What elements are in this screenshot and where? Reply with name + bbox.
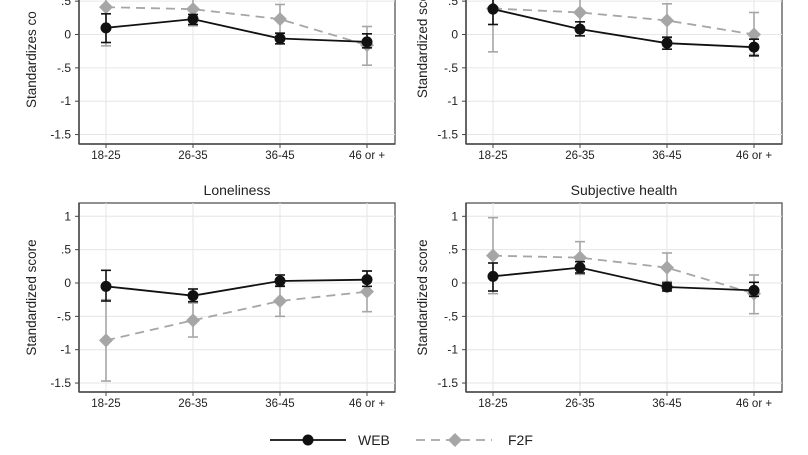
x-tick-label: 26-35 (178, 150, 207, 162)
series-line-f2f (492, 7, 755, 36)
chart-panel-3: 1 .5 0 -.5 -1 -1.5 18-25 26-35 36-45 46 or + Stand… (24, 182, 396, 410)
data-point-f2f (573, 5, 587, 20)
y-tick-label: 0 (451, 276, 458, 290)
data-point-web (187, 13, 199, 25)
plot-frame (465, 202, 783, 393)
y-axis-label: Standardized score (24, 239, 39, 355)
y-tick-label: -1 (60, 94, 71, 108)
series-line-web (105, 18, 368, 43)
y-tick-label: -.5 (444, 61, 458, 75)
data-point-f2f (273, 294, 287, 309)
data-point-web (361, 274, 373, 286)
y-tick-label: 1 (64, 209, 71, 223)
y-tick-label: 0 (451, 28, 458, 42)
x-tick-label: 46 or + (349, 150, 385, 162)
series-line-web (105, 278, 368, 297)
chart-panel-4: 1 .5 0 -.5 -1 -1.5 18-25 26-35 36-45 46 or + Stand… (415, 182, 783, 410)
data-point-web (487, 3, 499, 15)
data-point-f2f (99, 0, 113, 15)
legend-f2f-marker (448, 433, 462, 447)
y-tick-label: -1 (60, 343, 71, 357)
data-point-web (748, 41, 760, 53)
data-point-web (100, 280, 112, 292)
chart-title: Subjective health (571, 182, 678, 198)
y-tick-label: 1 (451, 209, 458, 223)
data-point-f2f (99, 333, 113, 348)
y-tick-label: -.5 (444, 309, 458, 323)
legend-web-label: WEB (358, 432, 390, 448)
y-tick-label: -.5 (57, 61, 71, 75)
y-tick-label: -1 (447, 94, 458, 108)
data-point-f2f (273, 12, 287, 27)
x-tick-label: 18-25 (91, 150, 120, 162)
data-point-web (274, 275, 286, 287)
x-tick-label: 18-25 (91, 398, 120, 410)
data-point-f2f (660, 260, 674, 275)
data-point-f2f (660, 13, 674, 28)
x-tick-label: 36-45 (265, 150, 294, 162)
legend: WEB F2F (270, 432, 533, 448)
y-tick-label: -1 (447, 343, 458, 357)
y-tick-label: 0 (64, 276, 71, 290)
x-tick-label: 46 or + (349, 398, 385, 410)
y-tick-label: -1.5 (50, 128, 71, 142)
data-point-web (748, 284, 760, 296)
series-line-web (492, 266, 755, 292)
x-tick-label: 46 or + (736, 398, 772, 410)
legend-web-marker (302, 434, 314, 446)
x-tick-label: 46 or + (736, 150, 772, 162)
y-tick-label: 0 (64, 28, 71, 42)
data-point-web (574, 23, 586, 35)
data-point-web (574, 262, 586, 274)
data-point-f2f (186, 313, 200, 328)
x-tick-label: 26-35 (565, 150, 594, 162)
series-line-web (492, 8, 755, 49)
y-axis-label: Standardized score (415, 239, 430, 355)
y-tick-label: .5 (448, 243, 458, 257)
x-tick-label: 26-35 (178, 398, 207, 410)
data-point-f2f (486, 248, 500, 263)
x-tick-label: 36-45 (652, 398, 681, 410)
data-point-web (100, 22, 112, 34)
y-tick-label: -1.5 (50, 376, 71, 390)
data-point-web (661, 37, 673, 49)
chart-title: Loneliness (204, 182, 271, 198)
plot-frame (465, 0, 783, 145)
y-axis-label: Standardizes co (24, 11, 39, 108)
data-point-f2f (747, 27, 761, 42)
x-tick-label: 18-25 (478, 398, 507, 410)
plot-frame (78, 0, 396, 145)
y-tick-label: -1.5 (437, 128, 458, 142)
y-tick-label: .5 (61, 243, 71, 257)
x-tick-label: 36-45 (265, 398, 294, 410)
y-axis-label: Standardized score (415, 0, 430, 98)
data-point-web (661, 281, 673, 293)
x-tick-label: 26-35 (565, 398, 594, 410)
data-point-web (274, 33, 286, 45)
legend-f2f-label: F2F (508, 432, 533, 448)
data-point-f2f (186, 2, 200, 17)
data-point-web (187, 290, 199, 302)
y-tick-label: -1.5 (437, 376, 458, 390)
data-point-web (487, 270, 499, 282)
data-point-f2f (360, 284, 374, 299)
y-tick-label: .5 (61, 0, 71, 8)
y-tick-label: .5 (448, 0, 458, 8)
plot-frame (78, 202, 396, 393)
data-point-web (361, 36, 373, 48)
x-tick-label: 36-45 (652, 150, 681, 162)
y-tick-label: -.5 (57, 309, 71, 323)
x-tick-label: 18-25 (478, 150, 507, 162)
